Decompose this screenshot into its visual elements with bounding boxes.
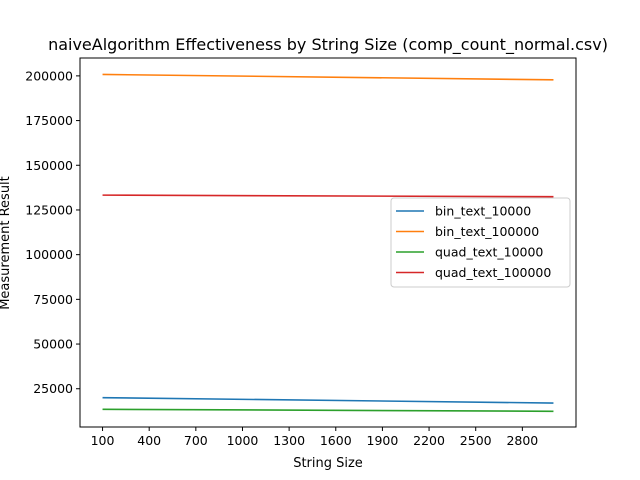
y-tick-label: 150000: [25, 158, 73, 173]
y-tick-label: 50000: [33, 337, 73, 352]
legend-label: quad_text_100000: [435, 265, 551, 280]
x-tick-label: 1300: [273, 433, 305, 448]
legend-label: bin_text_10000: [435, 204, 531, 219]
series-line-bin_text_100000: [102, 73, 554, 81]
x-axis-label: String Size: [293, 456, 363, 471]
y-tick-label: 100000: [25, 247, 73, 262]
y-tick-label: 200000: [25, 68, 73, 83]
y-tick-label: 125000: [25, 202, 73, 217]
axes-frame: [79, 57, 577, 428]
legend-label: quad_text_10000: [435, 245, 543, 260]
y-tick-label: 25000: [33, 381, 73, 396]
y-axis-label: Measurement Result: [0, 176, 13, 310]
x-tick-label: 1600: [320, 433, 352, 448]
series-line-quad_text_10000: [102, 408, 554, 413]
y-tick-label: 75000: [33, 292, 73, 307]
x-tick-label: 100: [91, 433, 115, 448]
x-tick-label: 400: [137, 433, 161, 448]
x-tick-label: 2200: [413, 433, 445, 448]
y-tick-label: 175000: [25, 113, 73, 128]
series-line-bin_text_10000: [102, 396, 554, 404]
plot-area: 100 400 700 1000 1300 1600 1900 2200 2500 2800 250…: [25, 57, 577, 448]
x-tick-label: 2800: [506, 433, 538, 448]
legend-label: bin_text_100000: [435, 224, 539, 239]
x-tick-label: 1900: [367, 433, 399, 448]
x-tick-label: 1000: [227, 433, 259, 448]
chart-title: naiveAlgorithm Effectiveness by String S…: [48, 35, 608, 55]
legend-box: [390, 197, 571, 288]
series-line-quad_text_100000: [102, 194, 554, 198]
x-tick-label: 2500: [460, 433, 492, 448]
legend: bin_text_10000 bin_text_100000 quad_text_1…: [390, 197, 571, 288]
x-tick-label: 700: [184, 433, 208, 448]
